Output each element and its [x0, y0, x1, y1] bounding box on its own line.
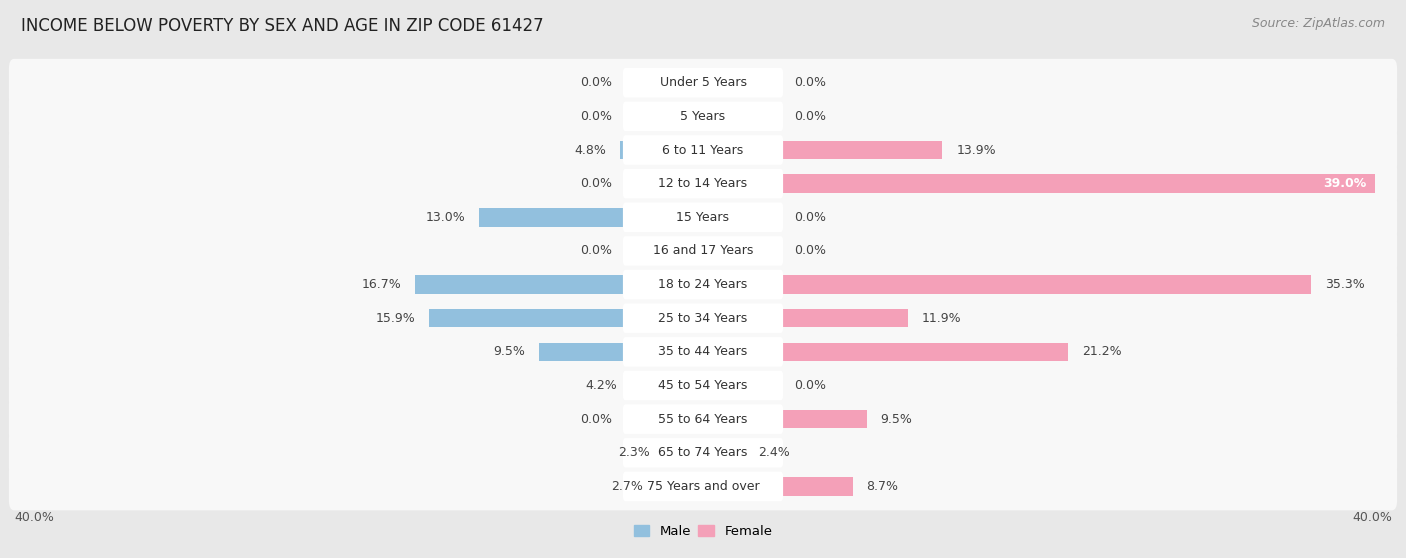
- FancyBboxPatch shape: [623, 371, 783, 400]
- Text: 55 to 64 Years: 55 to 64 Years: [658, 413, 748, 426]
- Bar: [415, 275, 703, 294]
- Text: INCOME BELOW POVERTY BY SEX AND AGE IN ZIP CODE 61427: INCOME BELOW POVERTY BY SEX AND AGE IN Z…: [21, 17, 544, 35]
- FancyBboxPatch shape: [623, 135, 783, 165]
- FancyBboxPatch shape: [623, 438, 783, 468]
- Text: 15.9%: 15.9%: [375, 312, 415, 325]
- Text: 45 to 54 Years: 45 to 54 Years: [658, 379, 748, 392]
- Text: 21.2%: 21.2%: [1083, 345, 1122, 358]
- Text: 0.0%: 0.0%: [794, 211, 827, 224]
- Text: 0.0%: 0.0%: [794, 244, 827, 257]
- Text: 11.9%: 11.9%: [922, 312, 962, 325]
- Bar: [631, 376, 703, 395]
- FancyBboxPatch shape: [623, 337, 783, 367]
- Text: 0.0%: 0.0%: [579, 244, 612, 257]
- Text: 4.2%: 4.2%: [585, 379, 617, 392]
- FancyBboxPatch shape: [8, 194, 1398, 241]
- FancyBboxPatch shape: [623, 203, 783, 232]
- Bar: [703, 444, 744, 462]
- FancyBboxPatch shape: [8, 395, 1398, 443]
- Text: 0.0%: 0.0%: [794, 110, 827, 123]
- Text: 16.7%: 16.7%: [361, 278, 402, 291]
- Bar: [657, 477, 703, 496]
- Text: Source: ZipAtlas.com: Source: ZipAtlas.com: [1251, 17, 1385, 30]
- FancyBboxPatch shape: [623, 405, 783, 434]
- FancyBboxPatch shape: [8, 160, 1398, 208]
- Text: 6 to 11 Years: 6 to 11 Years: [662, 143, 744, 156]
- Text: 5 Years: 5 Years: [681, 110, 725, 123]
- Text: 40.0%: 40.0%: [1353, 511, 1392, 523]
- Text: 39.0%: 39.0%: [1323, 177, 1367, 190]
- Bar: [429, 309, 703, 328]
- Legend: Male, Female: Male, Female: [628, 520, 778, 543]
- Bar: [540, 343, 703, 361]
- Bar: [479, 208, 703, 227]
- Text: 9.5%: 9.5%: [494, 345, 526, 358]
- Bar: [703, 309, 908, 328]
- Text: 12 to 14 Years: 12 to 14 Years: [658, 177, 748, 190]
- Bar: [703, 275, 1310, 294]
- Text: 0.0%: 0.0%: [579, 110, 612, 123]
- Text: 13.9%: 13.9%: [956, 143, 995, 156]
- Text: 25 to 34 Years: 25 to 34 Years: [658, 312, 748, 325]
- Text: 0.0%: 0.0%: [794, 76, 827, 89]
- Bar: [703, 410, 866, 429]
- FancyBboxPatch shape: [623, 270, 783, 299]
- Text: 16 and 17 Years: 16 and 17 Years: [652, 244, 754, 257]
- Text: 35 to 44 Years: 35 to 44 Years: [658, 345, 748, 358]
- Text: 65 to 74 Years: 65 to 74 Years: [658, 446, 748, 459]
- Text: 75 Years and over: 75 Years and over: [647, 480, 759, 493]
- FancyBboxPatch shape: [623, 472, 783, 501]
- FancyBboxPatch shape: [623, 102, 783, 131]
- Text: 0.0%: 0.0%: [794, 379, 827, 392]
- FancyBboxPatch shape: [8, 328, 1398, 376]
- FancyBboxPatch shape: [623, 68, 783, 98]
- Text: 0.0%: 0.0%: [579, 413, 612, 426]
- FancyBboxPatch shape: [8, 59, 1398, 107]
- FancyBboxPatch shape: [8, 93, 1398, 140]
- Text: 2.3%: 2.3%: [617, 446, 650, 459]
- Bar: [703, 343, 1069, 361]
- FancyBboxPatch shape: [8, 261, 1398, 309]
- FancyBboxPatch shape: [623, 169, 783, 199]
- Text: 9.5%: 9.5%: [880, 413, 912, 426]
- Text: 40.0%: 40.0%: [14, 511, 53, 523]
- Bar: [703, 175, 1375, 193]
- FancyBboxPatch shape: [623, 236, 783, 266]
- Text: 15 Years: 15 Years: [676, 211, 730, 224]
- FancyBboxPatch shape: [8, 362, 1398, 410]
- Text: 13.0%: 13.0%: [426, 211, 465, 224]
- Bar: [664, 444, 703, 462]
- Text: 8.7%: 8.7%: [866, 480, 898, 493]
- Text: Under 5 Years: Under 5 Years: [659, 76, 747, 89]
- FancyBboxPatch shape: [8, 294, 1398, 342]
- FancyBboxPatch shape: [8, 126, 1398, 174]
- FancyBboxPatch shape: [8, 227, 1398, 275]
- FancyBboxPatch shape: [8, 429, 1398, 477]
- Text: 35.3%: 35.3%: [1324, 278, 1364, 291]
- Bar: [703, 477, 853, 496]
- Text: 2.7%: 2.7%: [610, 480, 643, 493]
- Text: 0.0%: 0.0%: [579, 76, 612, 89]
- Bar: [620, 141, 703, 159]
- Bar: [703, 141, 942, 159]
- Text: 18 to 24 Years: 18 to 24 Years: [658, 278, 748, 291]
- FancyBboxPatch shape: [8, 463, 1398, 511]
- Text: 2.4%: 2.4%: [758, 446, 790, 459]
- Text: 4.8%: 4.8%: [575, 143, 606, 156]
- FancyBboxPatch shape: [623, 304, 783, 333]
- Text: 0.0%: 0.0%: [579, 177, 612, 190]
